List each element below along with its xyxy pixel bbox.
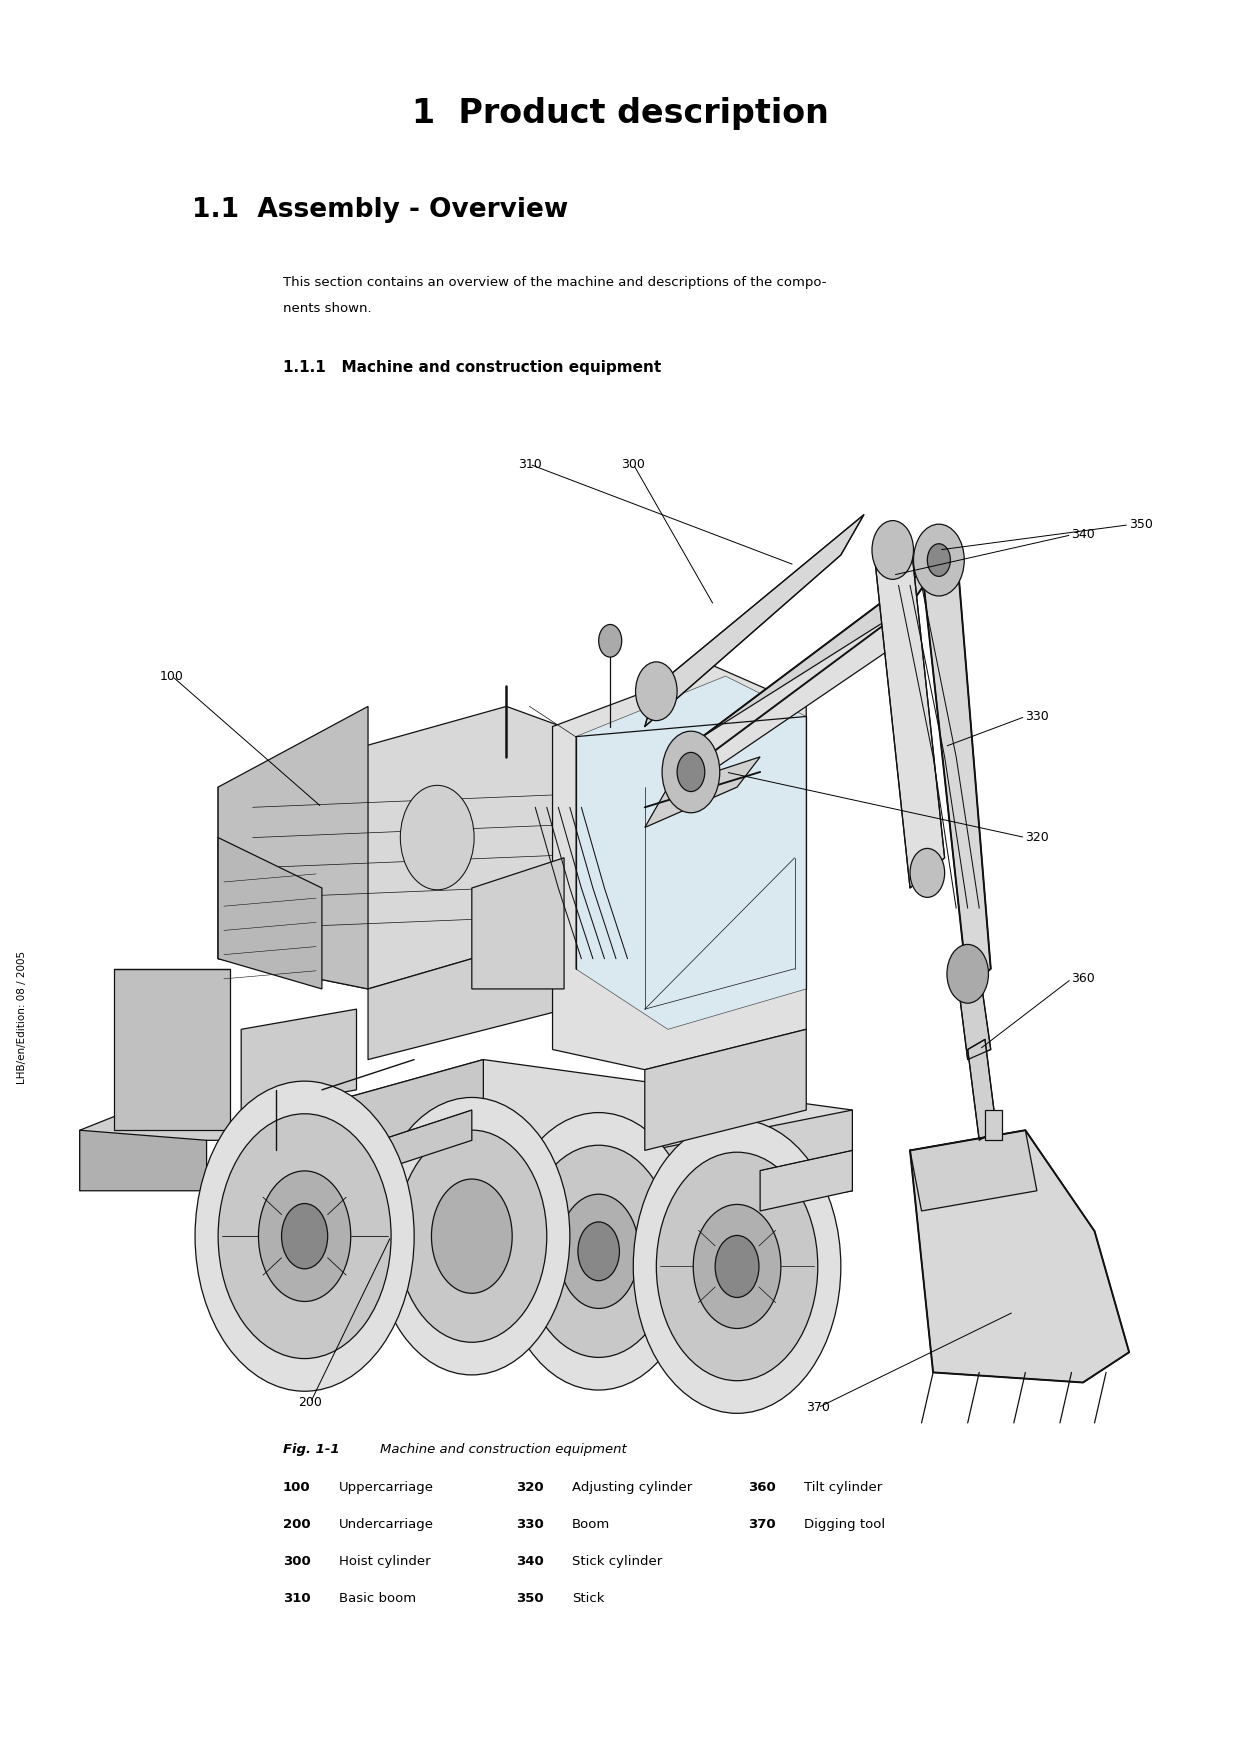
Polygon shape <box>471 858 564 990</box>
Text: Tilt cylinder: Tilt cylinder <box>804 1481 882 1494</box>
Polygon shape <box>79 1079 229 1192</box>
Polygon shape <box>875 535 945 888</box>
Circle shape <box>656 1153 818 1381</box>
Text: 100: 100 <box>283 1481 310 1494</box>
Text: 330: 330 <box>1025 711 1049 723</box>
Text: 360: 360 <box>748 1481 775 1494</box>
Polygon shape <box>229 1060 484 1192</box>
Text: Boom: Boom <box>572 1518 610 1530</box>
Text: This section contains an overview of the machine and descriptions of the compo-: This section contains an overview of the… <box>283 276 826 288</box>
Text: 1  Product description: 1 Product description <box>412 97 828 130</box>
Polygon shape <box>599 1111 852 1232</box>
Circle shape <box>258 1171 351 1302</box>
Text: Stick cylinder: Stick cylinder <box>572 1555 662 1567</box>
Polygon shape <box>921 544 991 990</box>
Text: 340: 340 <box>1071 528 1095 541</box>
Text: 350: 350 <box>1130 518 1153 532</box>
Circle shape <box>523 1146 673 1357</box>
Polygon shape <box>553 665 806 1071</box>
Text: 310: 310 <box>517 458 542 470</box>
Circle shape <box>872 521 914 579</box>
Circle shape <box>373 1097 570 1374</box>
Circle shape <box>677 753 704 792</box>
Polygon shape <box>645 1028 806 1151</box>
Text: 330: 330 <box>516 1518 543 1530</box>
Text: 370: 370 <box>748 1518 775 1530</box>
Text: LHB/en/Edition: 08 / 2005: LHB/en/Edition: 08 / 2005 <box>17 951 27 1085</box>
Text: 1.1.1   Machine and construction equipment: 1.1.1 Machine and construction equipment <box>283 360 661 376</box>
Circle shape <box>578 1221 620 1281</box>
Polygon shape <box>575 676 806 1028</box>
Text: 1.1  Assembly - Overview: 1.1 Assembly - Overview <box>192 197 568 223</box>
Circle shape <box>558 1193 639 1309</box>
Circle shape <box>928 544 950 576</box>
Circle shape <box>634 1120 841 1413</box>
Polygon shape <box>241 1009 357 1111</box>
Circle shape <box>397 1130 547 1343</box>
Circle shape <box>599 625 621 656</box>
Polygon shape <box>645 514 864 727</box>
Circle shape <box>910 848 945 897</box>
Text: Stick: Stick <box>572 1592 604 1604</box>
Text: 310: 310 <box>283 1592 310 1604</box>
Polygon shape <box>910 1130 1037 1211</box>
Polygon shape <box>703 605 910 777</box>
Text: 100: 100 <box>160 670 184 683</box>
Circle shape <box>693 1204 781 1329</box>
Polygon shape <box>114 969 229 1130</box>
Polygon shape <box>956 969 991 1060</box>
Text: Fig. 1-1: Fig. 1-1 <box>283 1443 340 1455</box>
Polygon shape <box>645 756 760 828</box>
Text: 320: 320 <box>1025 832 1049 844</box>
Text: Undercarriage: Undercarriage <box>339 1518 434 1530</box>
Polygon shape <box>368 909 645 1060</box>
Circle shape <box>281 1204 327 1269</box>
Circle shape <box>662 732 719 813</box>
Polygon shape <box>985 1111 1002 1141</box>
Polygon shape <box>218 707 368 990</box>
Text: Machine and construction equipment: Machine and construction equipment <box>363 1443 627 1455</box>
Circle shape <box>914 525 965 597</box>
Polygon shape <box>229 1060 852 1232</box>
Text: Digging tool: Digging tool <box>804 1518 884 1530</box>
Text: 300: 300 <box>283 1555 310 1567</box>
Polygon shape <box>79 1130 207 1192</box>
Circle shape <box>218 1114 391 1358</box>
Text: 300: 300 <box>621 458 645 470</box>
Polygon shape <box>218 837 322 990</box>
Text: Basic boom: Basic boom <box>339 1592 415 1604</box>
Polygon shape <box>967 1039 997 1141</box>
Text: 200: 200 <box>299 1397 322 1409</box>
Circle shape <box>636 662 677 721</box>
Bar <box>68 404 1221 1413</box>
Text: 320: 320 <box>516 1481 543 1494</box>
Polygon shape <box>910 1130 1130 1383</box>
Circle shape <box>401 784 474 890</box>
Circle shape <box>715 1236 759 1297</box>
Text: Uppercarriage: Uppercarriage <box>339 1481 434 1494</box>
Polygon shape <box>218 707 645 990</box>
Text: 360: 360 <box>1071 972 1095 985</box>
Circle shape <box>501 1113 697 1390</box>
Circle shape <box>947 944 988 1004</box>
Circle shape <box>432 1179 512 1293</box>
Circle shape <box>195 1081 414 1392</box>
Text: nents shown.: nents shown. <box>283 302 371 314</box>
Polygon shape <box>760 1151 852 1211</box>
Text: 370: 370 <box>806 1400 830 1415</box>
Text: 340: 340 <box>516 1555 543 1567</box>
Text: Hoist cylinder: Hoist cylinder <box>339 1555 430 1567</box>
Text: 350: 350 <box>516 1592 543 1604</box>
Polygon shape <box>379 1111 471 1171</box>
Polygon shape <box>680 555 945 777</box>
Text: 200: 200 <box>283 1518 310 1530</box>
Text: Adjusting cylinder: Adjusting cylinder <box>572 1481 692 1494</box>
